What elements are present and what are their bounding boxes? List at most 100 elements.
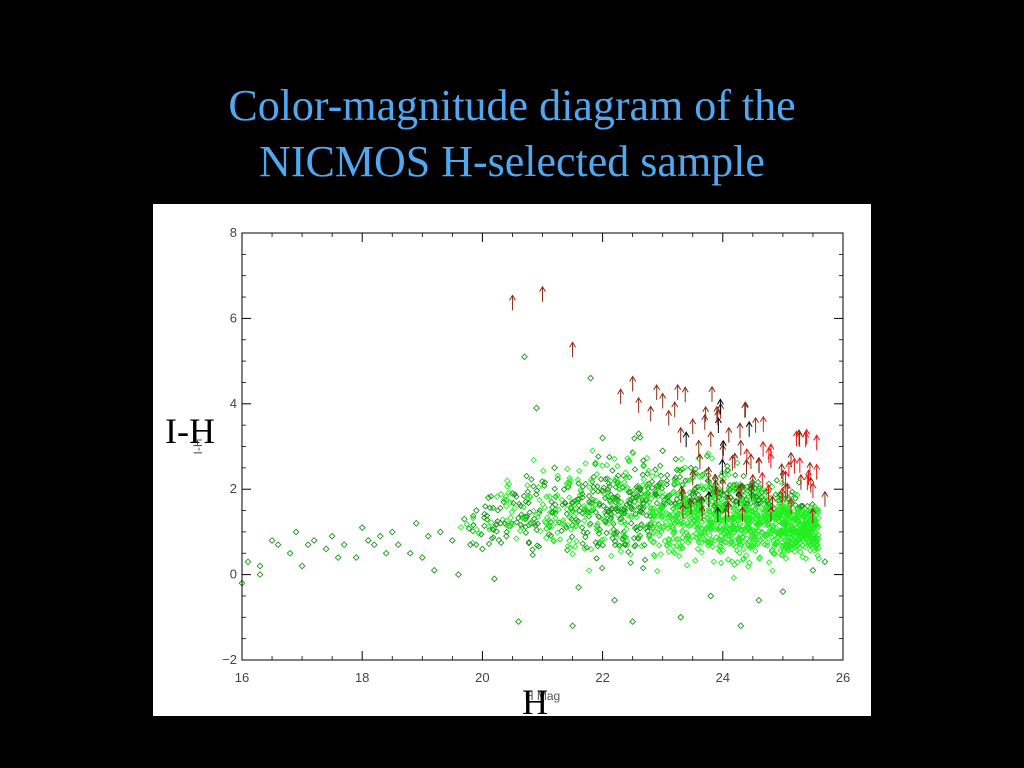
scatter-point (750, 493, 758, 500)
scatter-point (612, 530, 620, 538)
scatter-point (679, 544, 686, 552)
scatter-point (605, 480, 613, 487)
scatter-point (655, 542, 663, 549)
scatter-point (508, 508, 515, 516)
upper-limit-arrow (796, 456, 804, 473)
scatter-point (535, 483, 543, 491)
y-tick-label: 8 (230, 225, 237, 240)
upper-limit-arrow (665, 409, 673, 426)
scatter-point (815, 506, 822, 514)
scatter-point (545, 522, 552, 530)
scatter-point (632, 510, 639, 518)
scatter-point (653, 482, 661, 490)
scatter-point (739, 533, 746, 540)
scatter-point (632, 541, 639, 549)
scatter-point (501, 520, 509, 527)
upper-limit-arrow (737, 439, 745, 456)
scatter-point (364, 537, 372, 544)
scatter-point (802, 555, 810, 562)
scatter-point (779, 588, 787, 596)
scatter-point (658, 528, 665, 535)
scatter-point (735, 512, 742, 519)
scatter-point (809, 566, 817, 574)
scatter-point (706, 508, 713, 516)
scatter-point (705, 538, 713, 546)
scatter-point (638, 542, 645, 550)
scatter-point (648, 472, 656, 480)
scatter-point (787, 491, 795, 499)
scatter-point (670, 543, 677, 550)
upper-limit-arrow (778, 463, 786, 479)
scatter-point (643, 454, 651, 462)
scatter-point (670, 548, 677, 556)
scatter-point (665, 493, 672, 501)
scatter-point (672, 517, 680, 525)
scatter-point (709, 519, 716, 526)
upper-limit-arrow (714, 417, 722, 434)
scatter-point (518, 511, 525, 518)
scatter-point (732, 543, 739, 550)
scatter-point (394, 541, 402, 549)
scatter-point (728, 537, 736, 545)
upper-limit-arrow (767, 506, 775, 523)
scatter-point (487, 519, 495, 526)
scatter-point (747, 507, 755, 515)
scatter-point (663, 471, 671, 479)
upper-limit-arrow (759, 415, 767, 432)
scatter-point (678, 520, 686, 527)
scatter-point (608, 552, 615, 560)
scatter-point (418, 554, 426, 561)
scatter-point (552, 493, 560, 500)
scatter-point (780, 525, 788, 532)
scatter-point (595, 540, 603, 547)
scatter-point (544, 514, 551, 521)
scatter-point (524, 482, 531, 489)
scatter-point (621, 479, 628, 486)
scatter-point (534, 520, 541, 528)
scatter-point (710, 558, 718, 565)
scatter-point (760, 500, 768, 508)
scatter-point (665, 548, 673, 555)
upper-limit-arrow (747, 453, 755, 470)
scatter-point (802, 531, 809, 538)
scatter-point (520, 503, 527, 511)
scatter-point (643, 524, 650, 531)
scatter-point (730, 481, 737, 489)
scatter-point (793, 491, 801, 499)
scatter-point (769, 522, 777, 530)
scatter-point (694, 511, 702, 519)
scatter-point (782, 555, 790, 562)
scatter-point (785, 538, 792, 546)
scatter-point (749, 487, 756, 495)
scatter-point (637, 490, 645, 497)
scatter-point (672, 478, 679, 485)
scatter-point (662, 518, 670, 526)
scatter-point (651, 488, 659, 496)
scatter-point (737, 531, 744, 539)
scatter-point (504, 483, 511, 490)
scatter-point (539, 501, 547, 508)
scatter-point (821, 558, 829, 566)
scatter-point (598, 564, 606, 572)
scatter-point (813, 536, 820, 543)
scatter-point (657, 503, 665, 510)
scatter-point (692, 489, 700, 496)
upper-limit-arrow (719, 477, 727, 494)
scatter-point (595, 530, 603, 537)
scatter-point (465, 525, 473, 532)
scatter-point (533, 491, 540, 498)
scatter-point (671, 499, 679, 507)
scatter-point (790, 536, 797, 544)
upper-limit-arrow (705, 490, 713, 507)
scatter-point (601, 494, 609, 502)
upper-limit-arrow (698, 504, 706, 521)
scatter-point (524, 488, 531, 495)
scatter-point (640, 462, 647, 470)
scatter-point (769, 534, 776, 541)
scatter-point (718, 536, 725, 544)
scatter-point (651, 520, 659, 527)
scatter-point (310, 537, 318, 544)
scatter-point (592, 539, 599, 546)
scatter-point (548, 523, 555, 530)
